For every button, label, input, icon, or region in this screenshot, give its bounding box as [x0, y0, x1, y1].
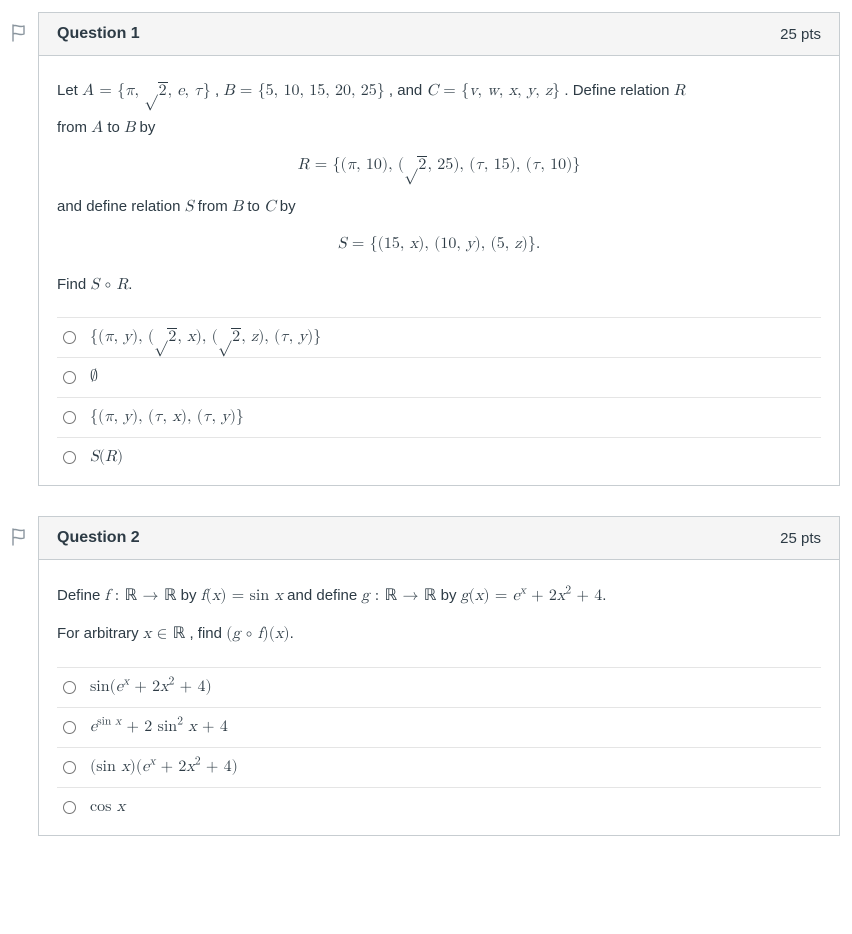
question-title: Question 2	[57, 529, 140, 547]
math-g-rule: g(x) = ex + 2x2 + 4	[461, 588, 603, 604]
answer-option[interactable]: {(π, y), (τ, x), (τ, y)}	[57, 398, 821, 438]
answer-radio[interactable]	[63, 411, 76, 424]
question-block: Question 1 25 pts Let A = {π, 2, e, τ} ,…	[0, 12, 840, 486]
answer-text: esin x + 2 sin2 x + 4	[90, 718, 228, 737]
text: and define	[287, 587, 361, 604]
text: .	[602, 587, 606, 604]
flag-icon[interactable]	[11, 24, 27, 42]
question-body: Define f : ℝ → ℝ by f(x) = sin x and def…	[39, 560, 839, 834]
answer-option[interactable]: esin x + 2 sin2 x + 4	[57, 708, 821, 748]
math-C: C = {v, w, x, y, z}	[426, 83, 560, 99]
math-B-ref: B	[124, 120, 135, 136]
math-R: R	[674, 83, 686, 99]
text: .	[128, 276, 132, 293]
math-A-ref: A	[91, 120, 103, 136]
math-S-def: S = {(15, x), (10, y), (5, z)}.	[57, 231, 821, 258]
math-C-ref: C	[264, 199, 276, 215]
question-header: Question 1 25 pts	[39, 13, 839, 56]
answer-option[interactable]: S(R)	[57, 438, 821, 477]
question-body: Let A = {π, 2, e, τ} , B = {5, 10, 15, 2…	[39, 56, 839, 485]
answer-text: S(R)	[90, 448, 123, 467]
answer-option[interactable]: cos x	[57, 788, 821, 827]
answers-list: sin(ex + 2x2 + 4) esin x + 2 sin2 x + 4 …	[57, 667, 821, 827]
answer-radio[interactable]	[63, 681, 76, 694]
question-points: 25 pts	[780, 530, 821, 547]
text: by	[140, 119, 156, 136]
math-A: A = {π, 2, e, τ}	[82, 83, 211, 99]
question-stem: Define f : ℝ → ℝ by f(x) = sin x and def…	[57, 582, 821, 648]
text: by	[280, 198, 296, 215]
answer-radio[interactable]	[63, 331, 76, 344]
question-header: Question 2 25 pts	[39, 517, 839, 560]
question-points: 25 pts	[780, 26, 821, 43]
answer-text: sin(ex + 2x2 + 4)	[90, 678, 212, 697]
answers-list: {(π, y), (2, x), (2, z), (τ, y)} ∅ {(π, …	[57, 317, 821, 477]
math-compose: S ∘ R	[90, 277, 128, 293]
question-title: Question 1	[57, 25, 140, 43]
math-g-def: g : ℝ → ℝ	[361, 588, 436, 604]
text: .	[290, 625, 294, 642]
text: Let	[57, 82, 82, 99]
flag-icon[interactable]	[11, 528, 27, 546]
answer-text: {(π, y), (2, x), (2, z), (τ, y)}	[90, 328, 321, 347]
question-stem: Let A = {π, 2, e, τ} , B = {5, 10, 15, 2…	[57, 78, 821, 299]
text: Define	[57, 587, 105, 604]
text: from	[57, 119, 91, 136]
math-x-in-R: x ∈ ℝ	[143, 626, 185, 642]
text: and define relation	[57, 198, 185, 215]
math-f-def: f : ℝ → ℝ	[105, 588, 177, 604]
question-card: Question 1 25 pts Let A = {π, 2, e, τ} ,…	[38, 12, 840, 486]
text: to	[247, 198, 264, 215]
text: For arbitrary	[57, 625, 143, 642]
answer-radio[interactable]	[63, 371, 76, 384]
math-R-def: R = {(π, 10), (2, 25), (τ, 15), (τ, 10)}	[57, 152, 821, 179]
math-B: B = {5, 10, 15, 20, 25}	[223, 83, 384, 99]
answer-option[interactable]: {(π, y), (2, x), (2, z), (τ, y)}	[57, 318, 821, 358]
flag-column	[0, 12, 38, 42]
answer-text: ∅	[90, 368, 98, 387]
answer-radio[interactable]	[63, 801, 76, 814]
question-card: Question 2 25 pts Define f : ℝ → ℝ by f(…	[38, 516, 840, 835]
text: to	[107, 119, 124, 136]
text: , and	[389, 82, 427, 99]
text: by	[441, 587, 461, 604]
math-gof: (g ∘ f)(x)	[226, 626, 290, 642]
text: , find	[189, 625, 226, 642]
answer-text: {(π, y), (τ, x), (τ, y)}	[90, 408, 244, 427]
flag-column	[0, 516, 38, 546]
math-f-rule: f(x) = sin x	[201, 588, 283, 604]
answer-radio[interactable]	[63, 451, 76, 464]
answer-radio[interactable]	[63, 761, 76, 774]
math-S: S	[185, 199, 194, 215]
question-block: Question 2 25 pts Define f : ℝ → ℝ by f(…	[0, 516, 840, 835]
text: from	[198, 198, 232, 215]
answer-option[interactable]: ∅	[57, 358, 821, 398]
text: . Define relation	[564, 82, 673, 99]
answer-text: (sin x)(ex + 2x2 + 4)	[90, 758, 238, 777]
answer-option[interactable]: (sin x)(ex + 2x2 + 4)	[57, 748, 821, 788]
answer-radio[interactable]	[63, 721, 76, 734]
answer-text: cos x	[90, 798, 125, 817]
text: Find	[57, 276, 90, 293]
text: by	[181, 587, 201, 604]
math-B-ref2: B	[232, 199, 243, 215]
answer-option[interactable]: sin(ex + 2x2 + 4)	[57, 668, 821, 708]
